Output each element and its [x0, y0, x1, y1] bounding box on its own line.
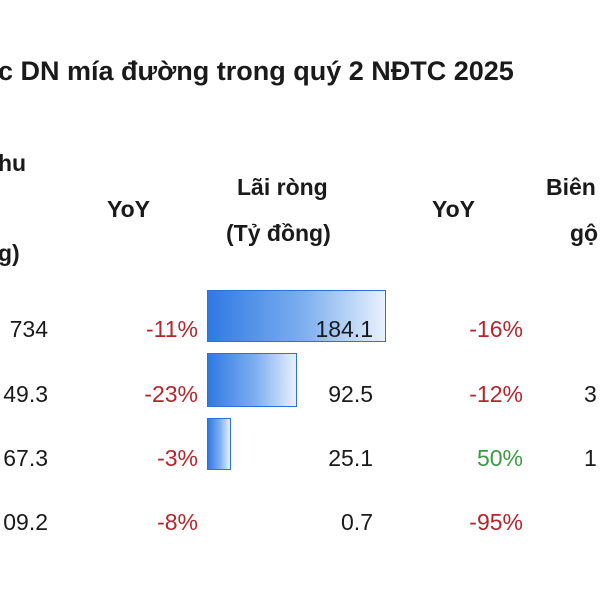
margin-header-line2: gộ — [570, 220, 599, 246]
profit-yoy-cell: -95% — [469, 509, 523, 535]
profit-yoy-cell: -12% — [469, 381, 523, 407]
revenue-yoy-cell: -23% — [144, 381, 198, 407]
revenue-header-line3: g) — [0, 240, 20, 266]
net-profit-cell: 25.1 — [328, 445, 373, 471]
revenue-cell: 67.3 — [3, 445, 48, 471]
margin-cell: 1 — [584, 445, 597, 471]
profit-bar — [207, 418, 231, 470]
profit-yoy-cell: -16% — [469, 316, 523, 342]
revenue-yoy-cell: -8% — [157, 509, 198, 535]
net-profit-cell: 0.7 — [341, 509, 373, 535]
net-profit-header-line2: (Tỷ đồng) — [226, 220, 331, 246]
table-title-text: c DN mía đường trong quý 2 NĐTC 2025 — [0, 56, 514, 86]
profit-yoy-cell: 50% — [476, 445, 523, 471]
revenue-yoy-cell: -3% — [157, 445, 198, 471]
net-profit-cell: 184.1 — [315, 316, 373, 342]
revenue-yoy-header: YoY — [107, 196, 151, 222]
profit-bar — [207, 290, 386, 342]
table-title: c DN mía đường trong quý 2 NĐTC 2025 — [0, 56, 600, 100]
revenue-header-line1: hu — [0, 150, 27, 176]
net-profit-header-line1: Lãi ròng — [237, 174, 328, 200]
profit-yoy-header: YoY — [432, 196, 476, 222]
revenue-cell: 734 — [9, 316, 48, 342]
net-profit-cell: 92.5 — [328, 381, 373, 407]
margin-header-line1: Biên — [546, 174, 596, 200]
revenue-cell: 49.3 — [3, 381, 48, 407]
margin-cell: 3 — [584, 381, 597, 407]
revenue-cell: 09.2 — [3, 509, 48, 535]
profit-bar — [207, 353, 297, 407]
revenue-yoy-cell: -11% — [146, 316, 198, 342]
